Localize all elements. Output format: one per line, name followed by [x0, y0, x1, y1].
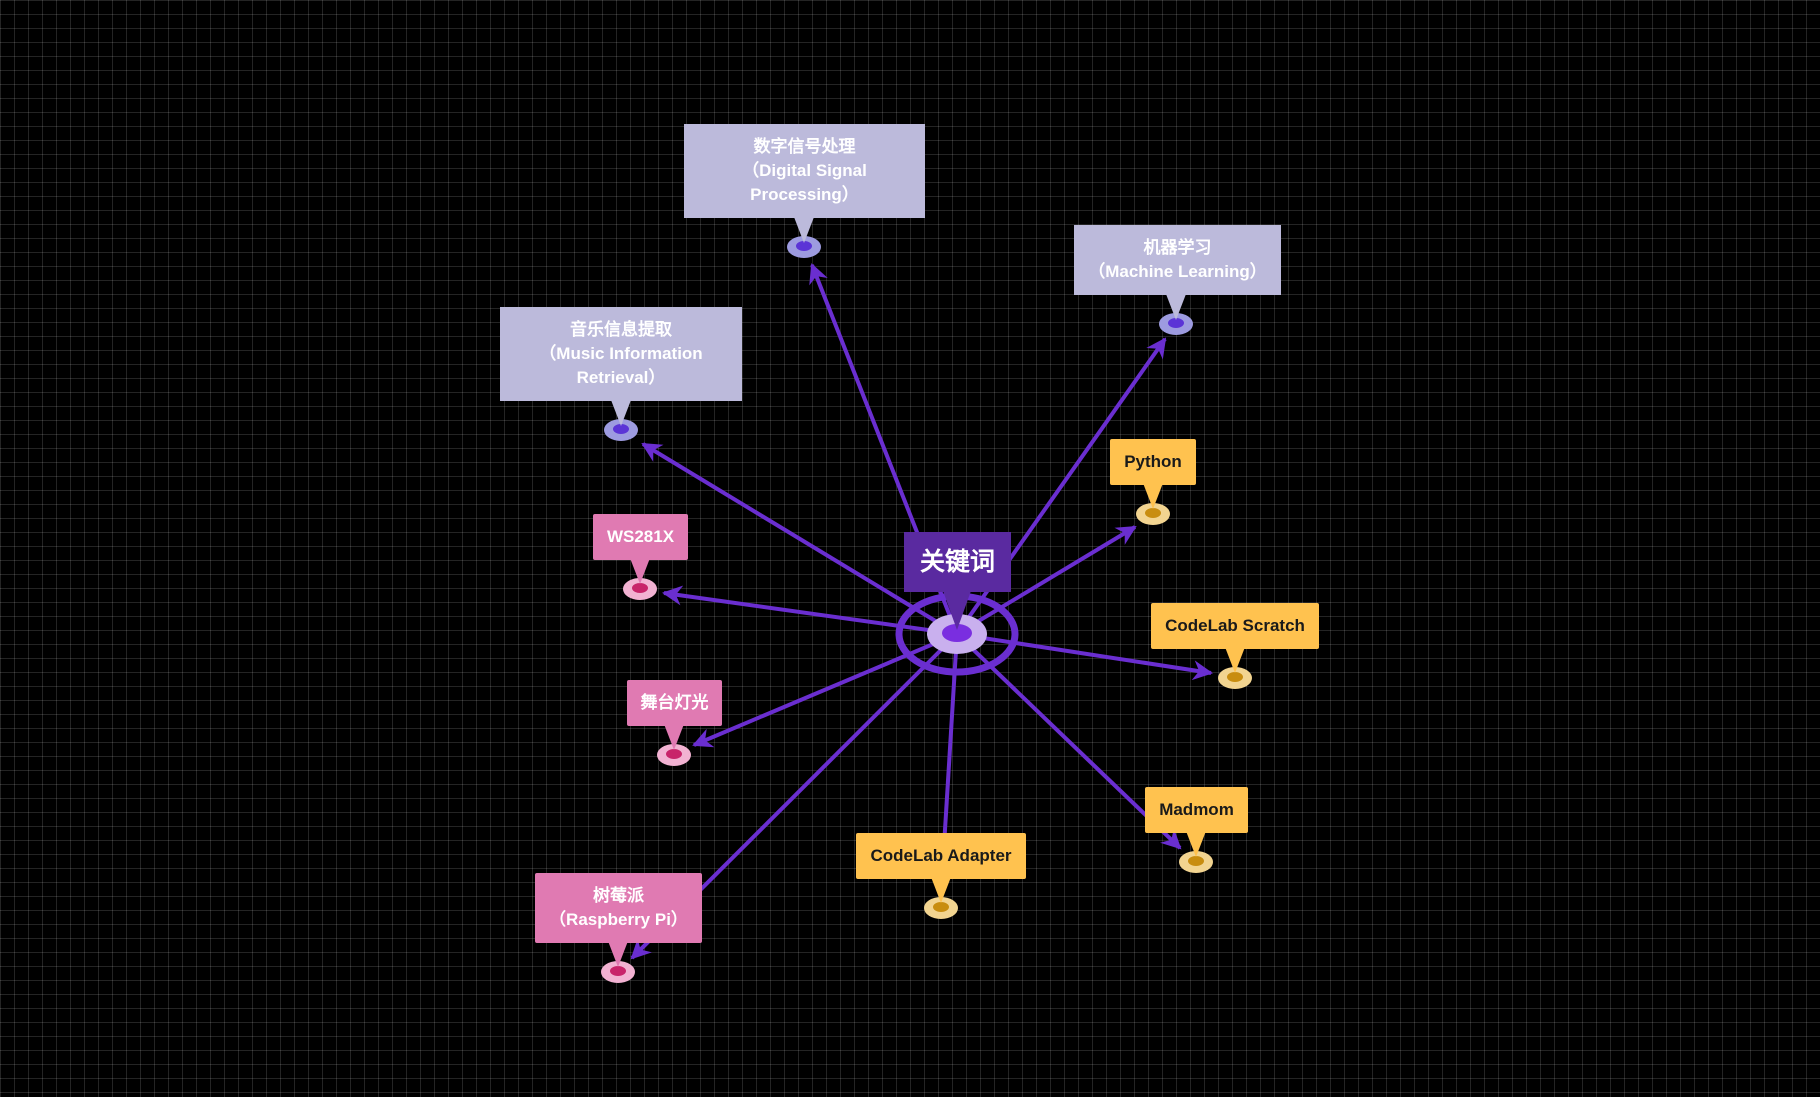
- root-label: 关键词: [919, 548, 995, 576]
- node-raspberry-pi[interactable]: 树莓派 （Raspberry Pi）: [535, 873, 702, 943]
- stage-anchor: [657, 724, 691, 766]
- node-raspberry-pi-title: 树莓派: [593, 886, 644, 905]
- dsp-anchor: [787, 217, 821, 258]
- node-dsp-title: 数字信号处理: [753, 137, 856, 156]
- node-stage-lighting[interactable]: 舞台灯光: [627, 680, 722, 726]
- node-python-label: Python: [1124, 452, 1182, 471]
- edge-scratch: [956, 632, 1213, 681]
- node-mir-subtitle-2: Retrieval）: [576, 368, 666, 387]
- node-codelab-scratch[interactable]: CodeLab Scratch: [1151, 603, 1319, 649]
- node-stage-lighting-label: 舞台灯光: [640, 693, 709, 712]
- raspi-anchor: [601, 941, 635, 983]
- adapter-anchor: [924, 877, 958, 919]
- node-madmom[interactable]: Madmom: [1145, 787, 1248, 833]
- node-dsp[interactable]: 数字信号处理 （Digital Signal Processing）: [684, 124, 925, 218]
- node-mir-subtitle-1: （Music Information: [539, 344, 703, 363]
- edge-madmom: [955, 632, 1182, 850]
- root-node[interactable]: 关键词: [904, 532, 1011, 592]
- node-ws281x[interactable]: WS281X: [593, 514, 688, 560]
- root-anchor: [895, 588, 1019, 676]
- node-codelab-adapter-label: CodeLab Adapter: [870, 846, 1012, 865]
- node-ml[interactable]: 机器学习 （Machine Learning）: [1074, 225, 1281, 295]
- node-dsp-subtitle-2: Processing）: [750, 185, 859, 204]
- node-ml-title: 机器学习: [1143, 238, 1212, 257]
- node-madmom-label: Madmom: [1159, 800, 1234, 819]
- node-ws281x-label: WS281X: [606, 527, 675, 546]
- madmom-anchor: [1179, 831, 1213, 873]
- node-codelab-adapter[interactable]: CodeLab Adapter: [856, 833, 1026, 879]
- edge-stage: [692, 632, 958, 748]
- python-anchor: [1136, 483, 1170, 525]
- node-python[interactable]: Python: [1110, 439, 1196, 485]
- edge-mir: [641, 442, 959, 636]
- node-dsp-subtitle-1: （Digital Signal: [742, 161, 867, 180]
- node-raspberry-pi-subtitle: （Raspberry Pi）: [549, 910, 688, 929]
- ml-anchor: [1159, 294, 1193, 335]
- edge-python: [955, 525, 1137, 636]
- node-mir-title: 音乐信息提取: [570, 320, 672, 339]
- mir-anchor: [604, 400, 638, 441]
- scratch-anchor: [1218, 647, 1252, 689]
- node-codelab-scratch-label: CodeLab Scratch: [1165, 616, 1305, 635]
- ws281x-anchor: [623, 558, 657, 600]
- node-ml-subtitle: （Machine Learning）: [1088, 262, 1267, 281]
- node-mir[interactable]: 音乐信息提取 （Music Information Retrieval）: [500, 307, 742, 401]
- edge-ws281x: [662, 585, 958, 636]
